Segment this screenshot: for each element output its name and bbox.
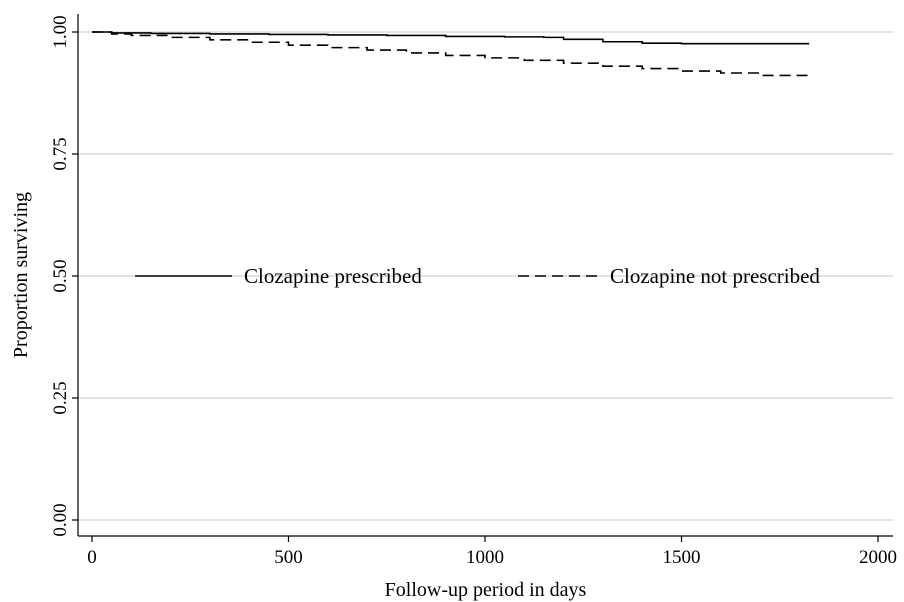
y-tick-label-1: 0.25 — [50, 381, 71, 414]
legend: Clozapine prescribed Clozapine not prescr… — [135, 264, 820, 288]
y-axis-title: Proportion surviving — [10, 192, 32, 358]
series-layer — [92, 31, 811, 79]
axes: 0.00 0.25 0.50 0.75 1.00 0 500 1000 1500 2000 — [50, 14, 897, 568]
y-tick-label-3: 0.75 — [50, 137, 71, 170]
x-tick-label-3: 1500 — [663, 547, 701, 568]
y-tick-label-4: 1.00 — [50, 15, 71, 48]
legend-label-1: Clozapine not prescribed — [610, 264, 820, 288]
y-tick-label-0: 0.00 — [50, 503, 71, 536]
x-tick-label-0: 0 — [87, 547, 97, 568]
x-axis-title: Follow-up period in days — [385, 579, 587, 601]
legend-label-0: Clozapine prescribed — [244, 264, 422, 288]
y-tick-label-2: 0.50 — [50, 259, 71, 292]
x-tick-label-4: 2000 — [859, 547, 897, 568]
x-tick-label-1: 500 — [274, 547, 303, 568]
series-line-0 — [92, 31, 810, 45]
series-line-1 — [92, 31, 811, 79]
x-tick-label-2: 1000 — [466, 547, 504, 568]
